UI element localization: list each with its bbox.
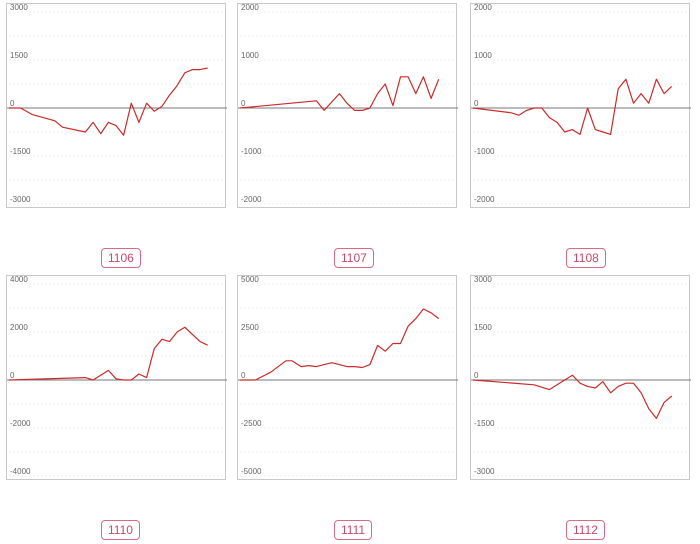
chart-1107: 2000 1000 0 -1000 -2000 12:00 15:00 18:00 21:00	[238, 4, 458, 209]
chart-1111: 5000 2500 0 -2500 -5000 12:00 15:00 18:00 21:00	[238, 276, 458, 481]
series-line	[239, 76, 440, 112]
y-tick-label: 0	[474, 99, 479, 108]
y-tick-label: 2500	[241, 323, 259, 332]
y-tick-label: 1500	[10, 51, 28, 60]
chart-panel-1108: 2000 1000 0 -1000 -2000 12:00 15:00 18:00 21:00	[470, 3, 691, 209]
x-tick-label: 21:00	[406, 208, 427, 209]
y-tick-label: 0	[474, 371, 479, 380]
x-tick-label: 18:00	[593, 208, 614, 209]
y-tick-label: 0	[10, 371, 15, 380]
x-tick-label: 12:00	[268, 480, 289, 481]
y-tick-label: 0	[241, 99, 246, 108]
x-tick-label: 15:00	[547, 208, 568, 209]
x-tick-label: 12:00	[501, 208, 522, 209]
y-tick-label: 3000	[10, 4, 28, 12]
y-tick-label: -2500	[241, 419, 262, 428]
x-tick-label: 18:00	[129, 208, 150, 209]
x-tick-label: 12:00	[501, 480, 522, 481]
x-tick-label: 12:00	[268, 208, 289, 209]
y-tick-label: 3000	[474, 276, 492, 284]
y-tick-label: 1000	[241, 51, 259, 60]
y-tick-label: 2000	[474, 4, 492, 12]
chart-panel-1106: 3000 1500 0 -1500 -3000 12:00 15:00 18:00 21:00	[6, 3, 227, 209]
chart-1112: 3000 1500 0 -1500 -3000 12:00 15:00 18:00 21:00	[471, 276, 691, 481]
chart-label-1110: 1110	[101, 520, 140, 540]
y-tick-label: -5000	[241, 467, 262, 476]
y-tick-label: 4000	[10, 276, 28, 284]
chart-panel-1112: 3000 1500 0 -1500 -3000 12:00 15:00 18:00 21:00	[470, 275, 691, 481]
y-tick-label: 1000	[474, 51, 492, 60]
chart-label-1111: 1111	[334, 520, 373, 540]
y-tick-label: -1000	[474, 147, 495, 156]
x-tick-label: 21:00	[175, 208, 196, 209]
x-tick-label: 12:00	[37, 208, 58, 209]
series-line	[240, 308, 440, 381]
chart-label-1108: 1108	[566, 248, 606, 268]
x-tick-label: 12:00	[37, 480, 58, 481]
y-tick-label: 0	[10, 99, 15, 108]
x-tick-label: 15:00	[83, 480, 104, 481]
x-tick-label: 21:00	[639, 208, 660, 209]
chart-1110: 4000 2000 0 -2000 -4000 12:00 15:00 18:00 21:00	[7, 276, 227, 481]
series-line	[472, 374, 673, 419]
chart-1106: 3000 1500 0 -1500 -3000 12:00 15:00 18:00 21:00	[7, 4, 227, 209]
x-tick-label: 15:00	[314, 208, 335, 209]
chart-panel-1111: 5000 2500 0 -2500 -5000 12:00 15:00 18:00 21:00	[237, 275, 458, 481]
chart-1108: 2000 1000 0 -1000 -2000 12:00 15:00 18:00 21:00	[471, 4, 691, 209]
chart-panel-1110: 4000 2000 0 -2000 -4000 12:00 15:00 18:00 21:00	[6, 275, 227, 481]
y-tick-label: -1000	[241, 147, 262, 156]
y-tick-label: -2000	[241, 195, 262, 204]
y-tick-label: -1500	[10, 147, 31, 156]
x-tick-label: 15:00	[83, 208, 104, 209]
series-line	[8, 326, 208, 381]
x-tick-label: 18:00	[593, 480, 614, 481]
y-tick-label: -2000	[10, 419, 31, 428]
y-tick-label: 0	[241, 371, 246, 380]
x-tick-label: 21:00	[406, 480, 427, 481]
series-line	[9, 67, 208, 136]
y-tick-label: -4000	[10, 467, 31, 476]
x-tick-label: 18:00	[360, 480, 381, 481]
y-tick-label: 2000	[10, 323, 28, 332]
chart-label-1107: 1107	[334, 248, 374, 268]
x-tick-label: 21:00	[175, 480, 196, 481]
chart-panel-1107: 2000 1000 0 -1000 -2000 12:00 15:00 18:00 21:00	[237, 3, 458, 209]
x-tick-label: 15:00	[314, 480, 335, 481]
y-tick-label: -3000	[10, 195, 31, 204]
x-tick-label: 21:00	[639, 480, 660, 481]
chart-label-1112: 1112	[566, 520, 605, 540]
x-tick-label: 18:00	[129, 480, 150, 481]
x-tick-label: 15:00	[547, 480, 568, 481]
y-tick-label: 5000	[241, 276, 259, 284]
y-tick-label: -2000	[474, 195, 495, 204]
y-tick-label: 1500	[474, 323, 492, 332]
x-tick-label: 18:00	[360, 208, 381, 209]
chart-label-1106: 1106	[101, 248, 141, 268]
y-tick-label: -1500	[474, 419, 495, 428]
series-line	[472, 78, 673, 135]
y-tick-label: -3000	[474, 467, 495, 476]
y-tick-label: 2000	[241, 4, 259, 12]
